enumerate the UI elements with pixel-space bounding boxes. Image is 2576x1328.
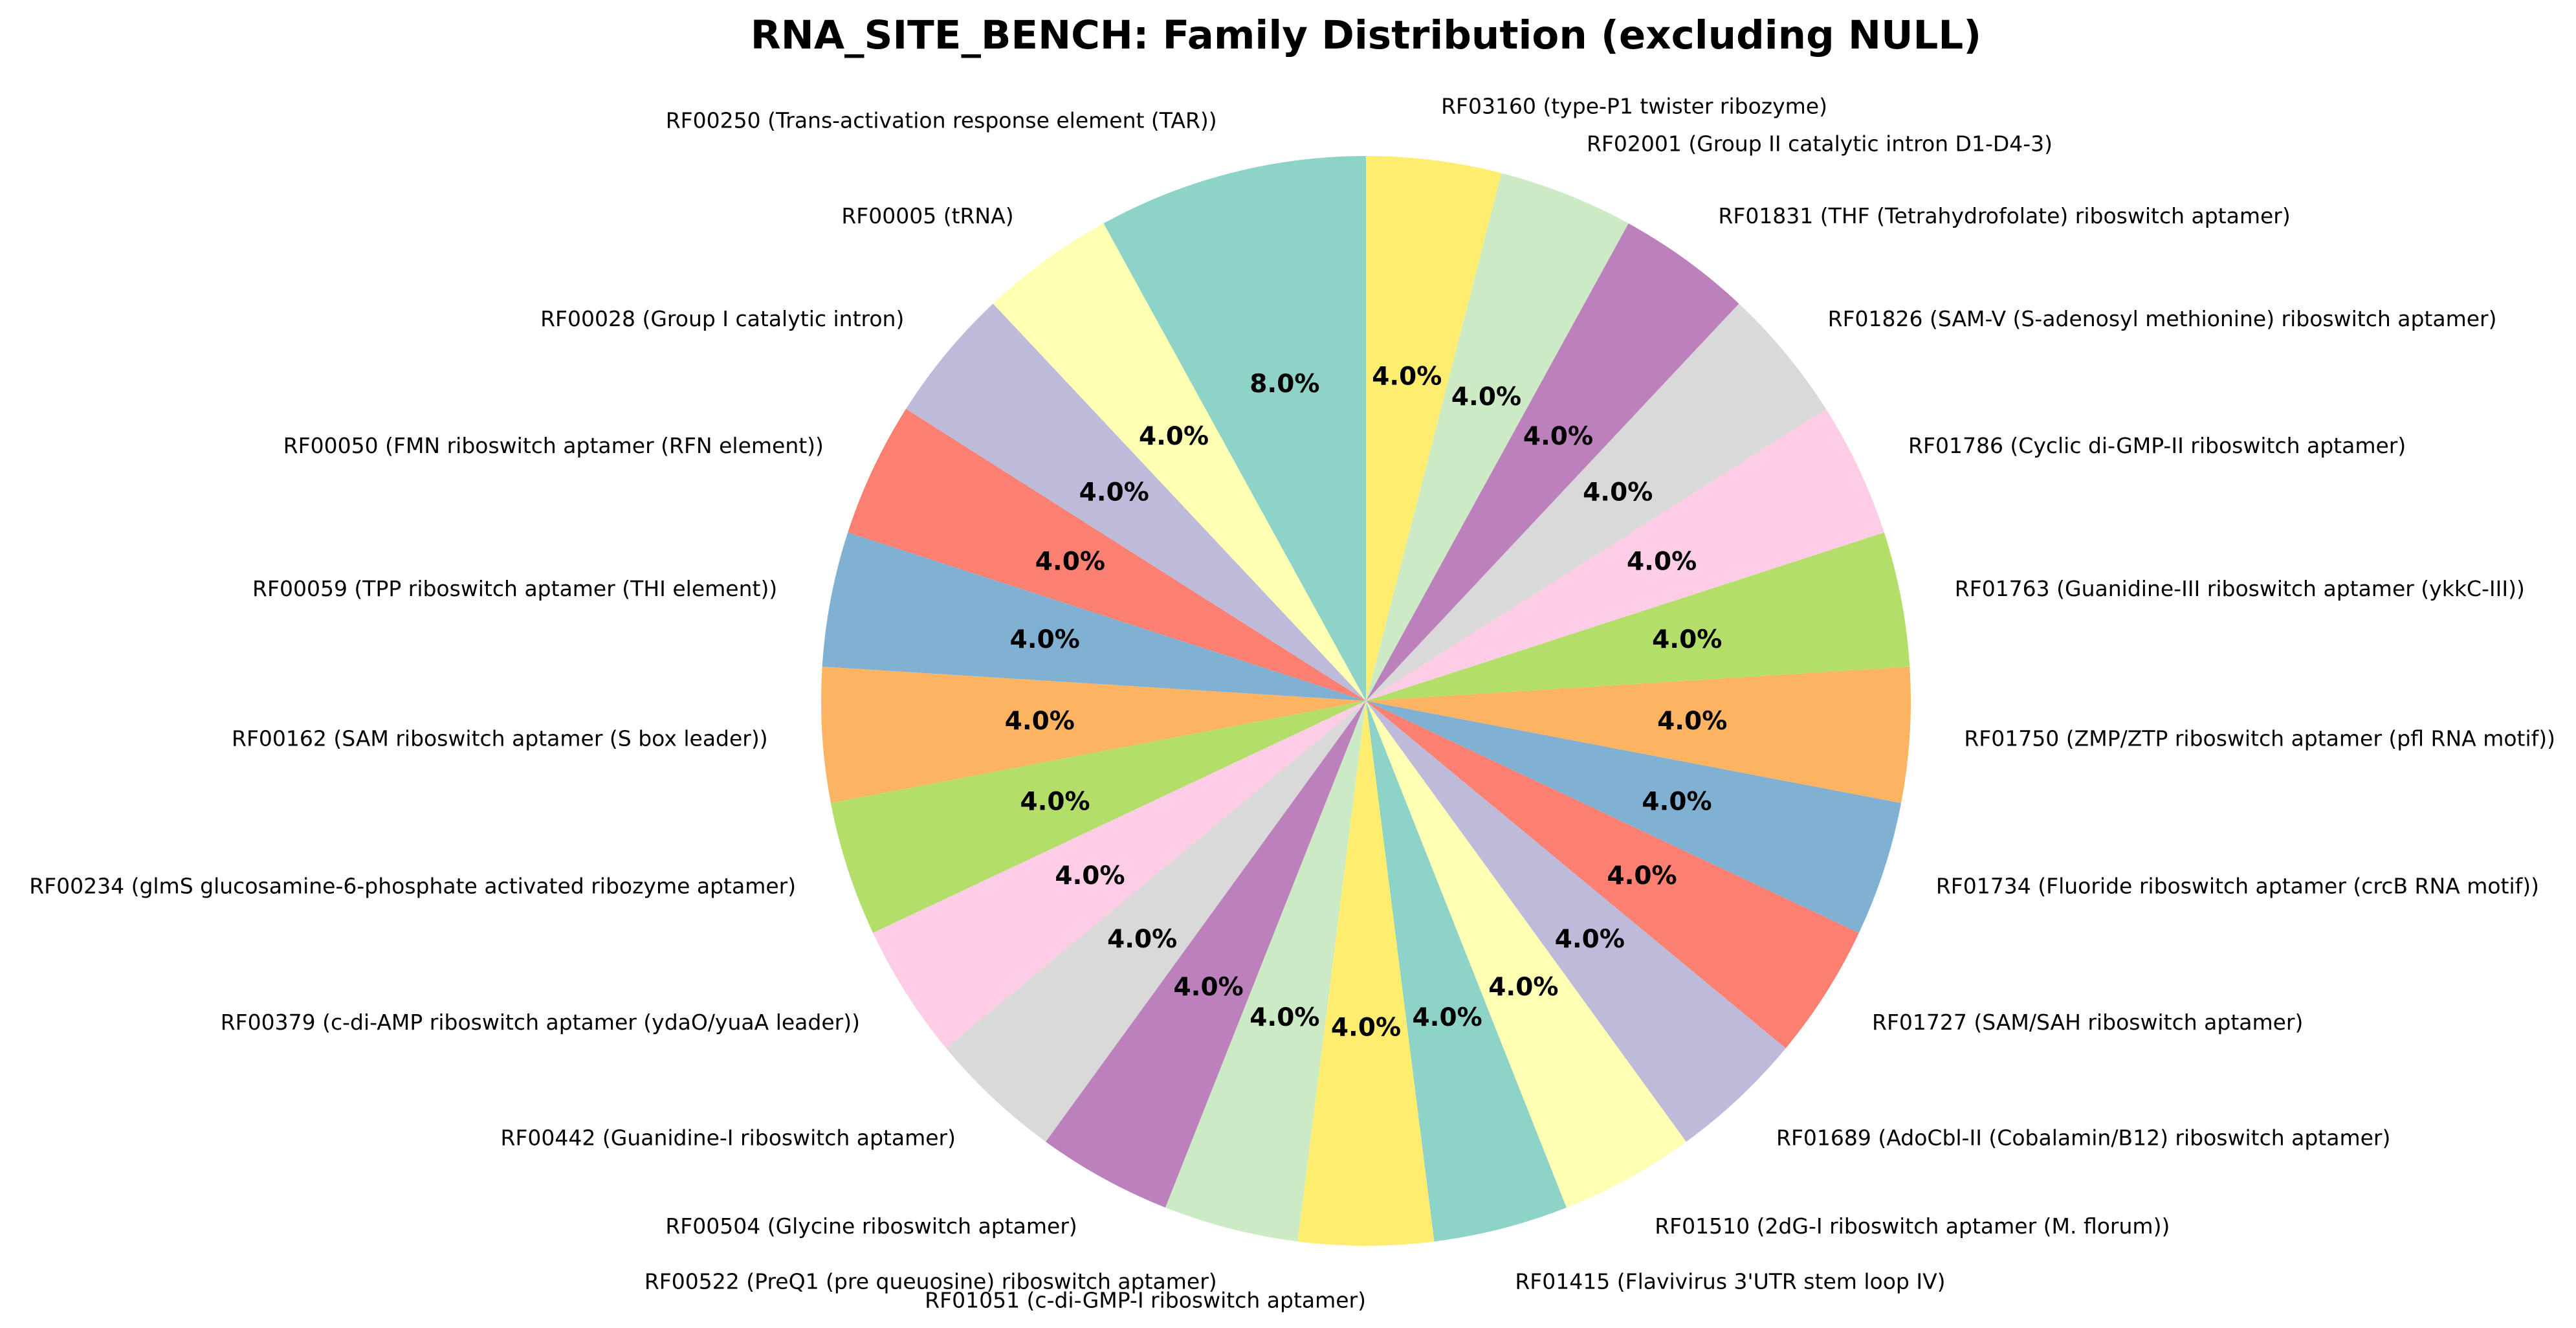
slice-category-label: RF01763 (Guanidine-III riboswitch aptame… <box>1955 576 2525 601</box>
slice-labels: RF00250 (Trans-activation response eleme… <box>29 94 2555 1313</box>
slice-percent-label: 4.0% <box>1249 1003 1319 1032</box>
slice-percent-label: 4.0% <box>1627 547 1697 576</box>
slice-percent-label: 4.0% <box>1079 478 1149 507</box>
pie-slice <box>1366 532 1910 701</box>
pie-slice <box>1366 701 1567 1242</box>
pie-slice <box>1366 304 1826 702</box>
slice-category-label: RF01727 (SAM/SAH riboswitch aptamer) <box>1872 1010 2303 1035</box>
slice-percent-label: 4.0% <box>1107 925 1177 954</box>
slice-category-label: RF01786 (Cyclic di-GMP-II riboswitch apt… <box>1908 433 2406 458</box>
slice-percent-label: 4.0% <box>1488 973 1558 1002</box>
slice-category-label: RF02001 (Group II catalytic intron D1-D4… <box>1587 131 2053 156</box>
slice-percent-label: 4.0% <box>1331 1013 1401 1043</box>
pie-slice <box>1366 701 1786 1142</box>
slice-percent-label: 4.0% <box>1372 362 1442 391</box>
slice-category-label: RF00442 (Guanidine-I riboswitch aptamer) <box>501 1125 956 1151</box>
pie-slice <box>946 701 1366 1142</box>
chart-title: RNA_SITE_BENCH: Family Distribution (exc… <box>751 12 1981 58</box>
pie-slice <box>1366 667 1911 803</box>
pie-slice <box>1165 701 1366 1242</box>
slice-percent-label: 4.0% <box>1657 707 1727 736</box>
slice-percent-label: 4.0% <box>1010 625 1080 654</box>
pie-slice <box>1297 701 1435 1246</box>
slice-category-label: RF01510 (2dG-I riboswitch aptamer (M. fl… <box>1655 1213 2170 1239</box>
pie-slice <box>1366 156 1502 701</box>
slice-category-label: RF00250 (Trans-activation response eleme… <box>666 107 1217 133</box>
slice-percent-label: 4.0% <box>1583 478 1653 507</box>
percentage-labels: 8.0%4.0%4.0%4.0%4.0%4.0%4.0%4.0%4.0%4.0%… <box>1005 362 1728 1042</box>
pie-slice <box>1366 701 1686 1208</box>
slice-category-label: RF01831 (THF (Tetrahydrofolate) riboswit… <box>1718 203 2290 228</box>
pie-slice <box>822 532 1366 701</box>
slice-percent-label: 4.0% <box>1174 973 1244 1002</box>
pie-slice <box>1046 701 1366 1208</box>
slice-category-label: RF00522 (PreQ1 (pre queuosine) riboswitc… <box>644 1269 1217 1294</box>
slice-percent-label: 4.0% <box>1139 422 1209 451</box>
slice-category-label: RF00379 (c-di-AMP riboswitch aptamer (yd… <box>221 1010 860 1035</box>
pie-slice <box>848 408 1366 701</box>
slice-category-label: RF00234 (glmS glucosamine-6-phosphate ac… <box>29 874 796 899</box>
slice-category-label: RF01750 (ZMP/ZTP riboswitch aptamer (pfl… <box>1964 726 2555 751</box>
pie-slice <box>1366 173 1629 701</box>
slice-category-label: RF03160 (type-P1 twister ribozyme) <box>1441 94 1827 119</box>
pie-slice <box>993 223 1366 701</box>
slice-category-label: RF01415 (Flavivirus 3'UTR stem loop IV) <box>1515 1269 1945 1294</box>
slice-category-label: RF01734 (Fluoride riboswitch aptamer (cr… <box>1936 874 2539 899</box>
slice-percent-label: 4.0% <box>1035 547 1105 576</box>
slice-percent-label: 4.0% <box>1642 788 1712 817</box>
slice-category-label: RF00028 (Group I catalytic intron) <box>540 306 904 331</box>
slice-percent-label: 4.0% <box>1020 788 1090 817</box>
slice-category-label: RF00005 (tRNA) <box>841 203 1013 228</box>
pie-slice <box>1366 408 1884 701</box>
pie-slice <box>1103 156 1366 701</box>
slice-percent-label: 4.0% <box>1413 1003 1482 1032</box>
pie-slice <box>1366 701 1902 933</box>
slice-percent-label: 4.0% <box>1652 625 1722 654</box>
slice-percent-label: 4.0% <box>1607 861 1677 891</box>
slice-percent-label: 4.0% <box>1005 707 1075 736</box>
slice-percent-label: 4.0% <box>1555 925 1625 954</box>
pie-slice <box>873 701 1366 1048</box>
slice-percent-label: 4.0% <box>1451 382 1521 412</box>
pie-slices <box>821 156 1911 1246</box>
pie-slice <box>1366 701 1859 1048</box>
pie-slice <box>906 304 1366 702</box>
pie-slice <box>830 701 1366 933</box>
slice-percent-label: 4.0% <box>1523 422 1593 451</box>
slice-percent-label: 8.0% <box>1249 370 1319 399</box>
slice-category-label: RF00504 (Glycine riboswitch aptamer) <box>665 1213 1077 1239</box>
pie-slice <box>1366 223 1739 701</box>
slice-category-label: RF01826 (SAM-V (S-adenosyl methionine) r… <box>1828 306 2497 331</box>
slice-percent-label: 4.0% <box>1055 861 1125 891</box>
pie-slice <box>821 667 1366 803</box>
slice-category-label: RF00162 (SAM riboswitch aptamer (S box l… <box>232 726 768 751</box>
slice-category-label: RF00050 (FMN riboswitch aptamer (RFN ele… <box>283 433 824 458</box>
slice-category-label: RF01051 (c-di-GMP-I riboswitch aptamer) <box>925 1288 1366 1313</box>
slice-category-label: RF01689 (AdoCbl-II (Cobalamin/B12) ribos… <box>1776 1125 2390 1151</box>
slice-category-label: RF00059 (TPP riboswitch aptamer (THI ele… <box>252 576 777 601</box>
